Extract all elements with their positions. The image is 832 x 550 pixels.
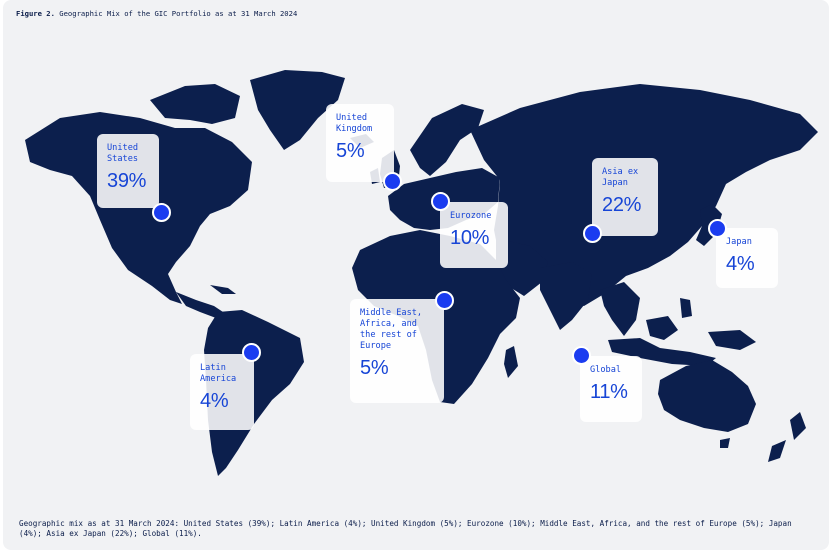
caribbean-shape [210,285,236,294]
southeast-asia-shape [600,282,640,336]
card-label: Asia ex Japan [602,167,639,188]
card-label: Global [590,365,622,375]
card-value: 10% [450,227,490,249]
card-label: Eurozone [450,211,492,221]
marker-middle-east-africa[interactable] [434,290,454,310]
figure-label: Figure 2. [16,9,55,18]
card-value: 5% [336,140,365,162]
arctic-islands-shape [150,84,240,124]
card-label: Latin America [200,363,237,384]
card-label: United Kingdom [336,113,373,134]
card-latin-america: Latin America 4% [190,354,254,430]
scandinavia-shape [410,104,484,176]
figure-title: Figure 2. Geographic Mix of the GIC Port… [16,9,297,18]
card-japan: Japan 4% [716,228,778,288]
card-value: 11% [590,381,628,403]
marker-eurozone[interactable] [430,191,450,211]
greenland-shape [250,70,345,150]
marker-latin-america[interactable] [241,342,261,362]
marker-japan[interactable] [707,218,727,238]
new-zealand-south-shape [768,440,786,462]
philippines-shape [680,298,692,318]
marker-global[interactable] [571,345,591,365]
central-america-shape [176,292,226,318]
card-label: United States [107,143,139,164]
figure-title-text: Geographic Mix of the GIC Portfolio as a… [59,9,298,18]
south-america-shape [204,310,304,476]
card-value: 22% [602,194,642,216]
card-asia-ex-japan: Asia ex Japan 22% [592,158,658,236]
marker-asia-ex-japan[interactable] [582,223,602,243]
continents [25,70,818,476]
madagascar-shape [504,346,518,378]
card-united-kingdom: United Kingdom 5% [326,104,394,182]
card-value: 4% [726,253,755,275]
card-label: Japan [726,237,752,247]
new-zealand-shape [790,412,806,440]
card-value: 4% [200,390,229,412]
north-america-shape [25,112,252,304]
indonesia-shape [608,338,716,366]
figure-caption: Geographic mix as at 31 March 2024: Unit… [19,519,792,538]
card-eurozone: Eurozone 10% [440,202,508,268]
card-middle-east-africa: Middle East, Africa, and the rest of Eur… [350,299,444,403]
india-shape [540,262,592,330]
borneo-shape [646,316,678,340]
marker-united-states[interactable] [151,202,171,222]
card-united-states: United States 39% [97,134,159,208]
australia-shape [658,360,756,432]
card-value: 39% [107,170,147,192]
arabia-shape [496,238,548,296]
marker-united-kingdom[interactable] [382,171,402,191]
new-guinea-shape [708,330,756,350]
card-label: Middle East, Africa, and the rest of Eur… [360,308,423,351]
card-global: Global 11% [580,356,642,422]
tasmania-shape [720,438,730,448]
card-value: 5% [360,357,389,379]
